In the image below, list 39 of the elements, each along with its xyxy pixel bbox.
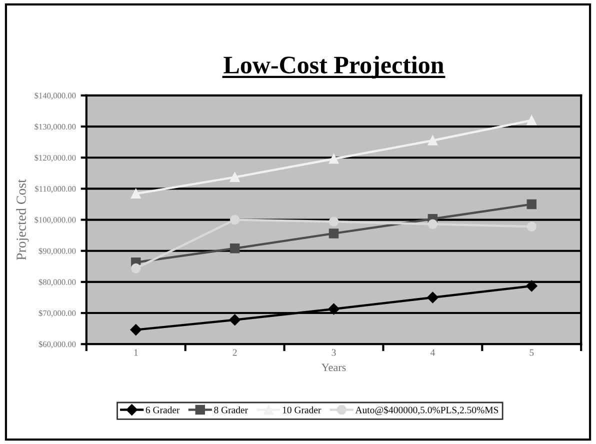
- point: [526, 115, 536, 126]
- point: [526, 199, 536, 210]
- y-tick-label: $70,000.00: [38, 310, 76, 318]
- legend-label: 6 Grader: [146, 406, 180, 414]
- point: [131, 188, 141, 199]
- y-tick-label: $60,000.00: [38, 340, 76, 348]
- y-axis-title: Projected Cost: [16, 179, 29, 260]
- point: [526, 280, 538, 292]
- point: [428, 219, 438, 229]
- x-tick-label: 4: [430, 349, 435, 356]
- y-tick-label: $90,000.00: [38, 248, 76, 256]
- y-tick-label: $100,000.00: [34, 216, 76, 224]
- y-tick-label: $120,000.00: [34, 154, 76, 162]
- legend-label: Auto@$400000,5.0%PLS,2.50%MS: [355, 406, 498, 416]
- point: [229, 314, 240, 326]
- point: [328, 154, 339, 164]
- y-tick-label: $110,000.00: [35, 186, 76, 193]
- point: [130, 324, 142, 336]
- legend-label: 10 Grader: [282, 406, 322, 414]
- point: [328, 303, 340, 315]
- point: [328, 228, 339, 238]
- x-axis-title: Years: [321, 364, 346, 372]
- point: [230, 244, 240, 254]
- legend-label: 8 Grader: [214, 406, 248, 414]
- y-tick-label: $140,000.00: [34, 92, 76, 100]
- y-tick-label: $80,000.00: [38, 278, 76, 286]
- x-tick-label: 1: [134, 349, 138, 356]
- point: [328, 216, 339, 227]
- point: [230, 172, 240, 182]
- x-tick-label: 5: [530, 349, 534, 356]
- x-tick-label: 2: [232, 349, 237, 356]
- point: [428, 136, 438, 146]
- point: [131, 263, 141, 274]
- x-tick-label: 3: [332, 349, 336, 356]
- point: [230, 214, 240, 225]
- y-tick-label: $130,000.00: [34, 123, 76, 131]
- point: [526, 222, 536, 232]
- point: [427, 292, 438, 304]
- chart-title: Low-Cost Projection: [224, 56, 444, 79]
